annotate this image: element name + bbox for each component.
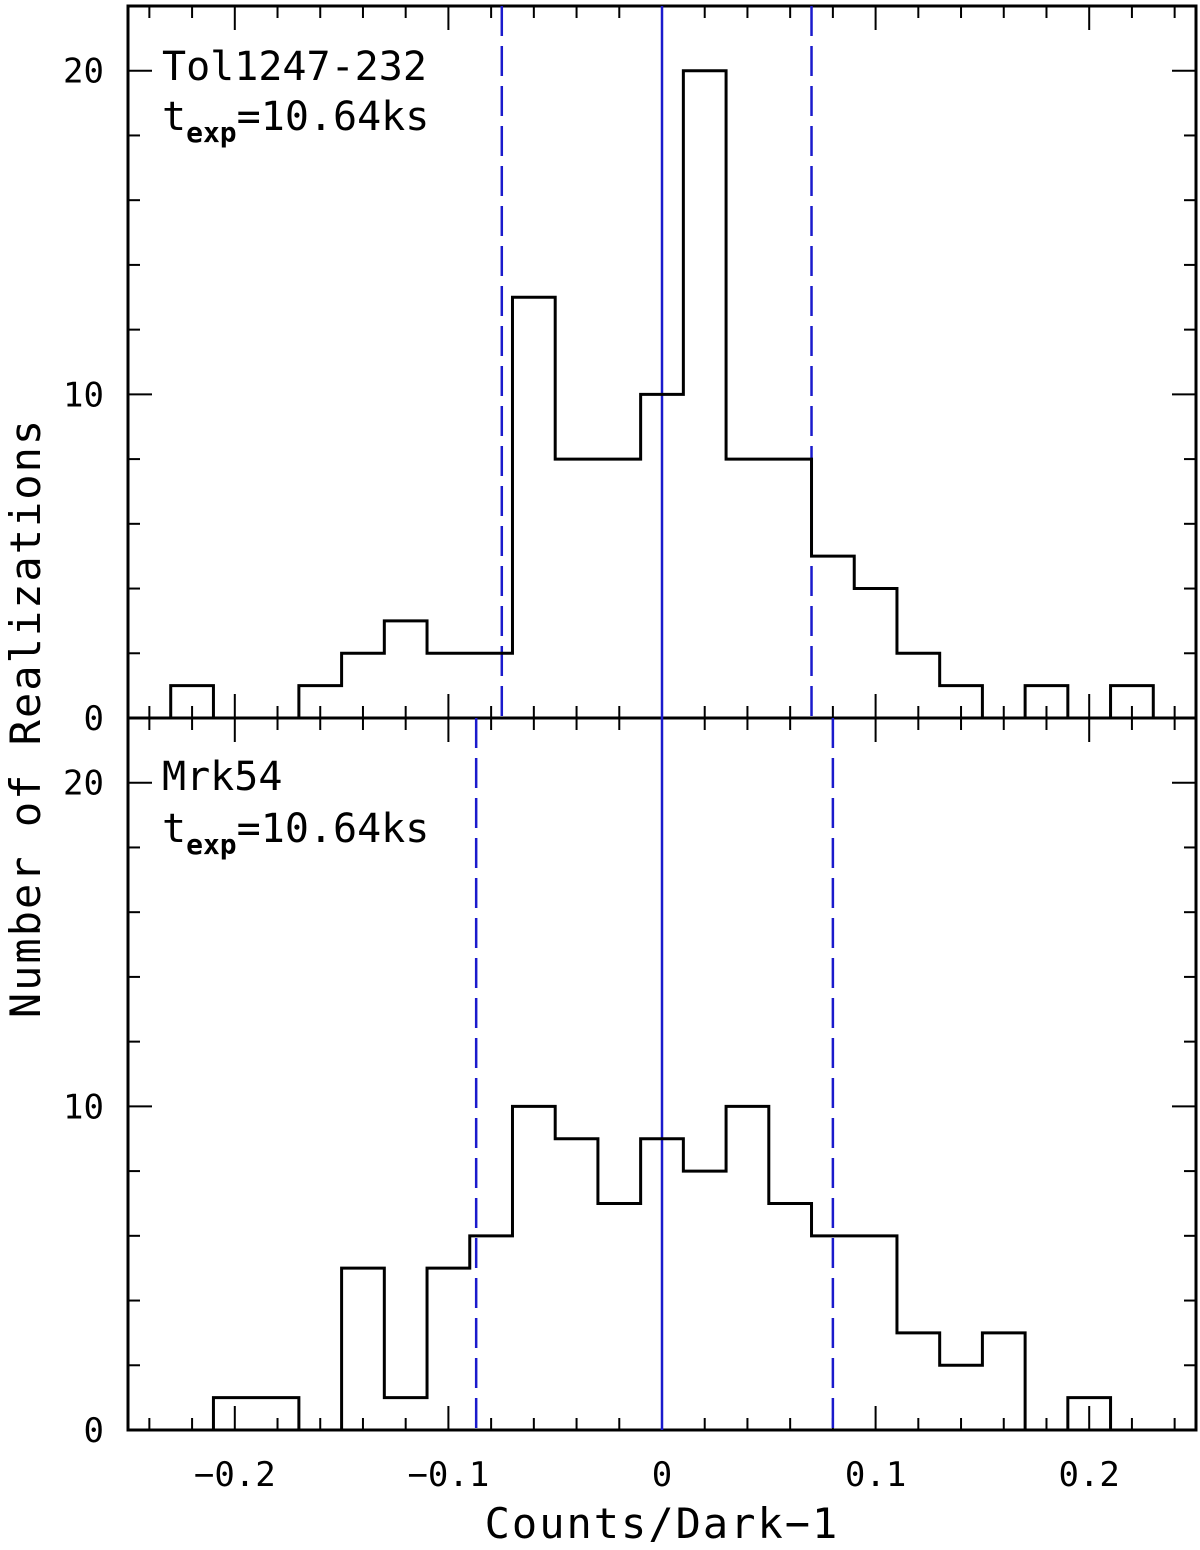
y-tick-label: 20 <box>63 52 104 92</box>
top-panel-exposure: texp=10.64ks <box>162 94 429 149</box>
histogram-series <box>169 69 1155 720</box>
y-tick-label: 10 <box>63 375 104 415</box>
y-tick-label: 0 <box>84 1411 104 1451</box>
x-tick-label: 0.2 <box>1058 1455 1119 1495</box>
y-tick-label: 20 <box>63 764 104 804</box>
y-tick-label: 0 <box>84 699 104 739</box>
histogram-steps <box>169 69 1155 1432</box>
bottom-panel-exposure: texp=10.64ks <box>162 806 429 861</box>
histogram-series <box>211 1104 1113 1432</box>
x-tick-label: 0.1 <box>845 1455 906 1495</box>
x-tick-label: 0 <box>652 1455 672 1495</box>
x-tick-label: −0.1 <box>407 1455 489 1495</box>
axis-ticks <box>128 5 1196 1431</box>
top-panel-object-name: Tol1247-232 <box>162 44 427 90</box>
tick-labels: 0 10 20 0 10 20 −0.2 −0.1 0 0.1 0.2 <box>63 52 1120 1495</box>
bottom-panel-object-name: Mrk54 <box>162 754 282 800</box>
reference-lines <box>474 6 835 1430</box>
x-axis-title: Counts/Dark−1 <box>485 1499 840 1548</box>
y-axis-title: Number of Realizations <box>1 418 50 1018</box>
x-tick-label: −0.2 <box>194 1455 276 1495</box>
y-tick-label: 10 <box>63 1087 104 1127</box>
